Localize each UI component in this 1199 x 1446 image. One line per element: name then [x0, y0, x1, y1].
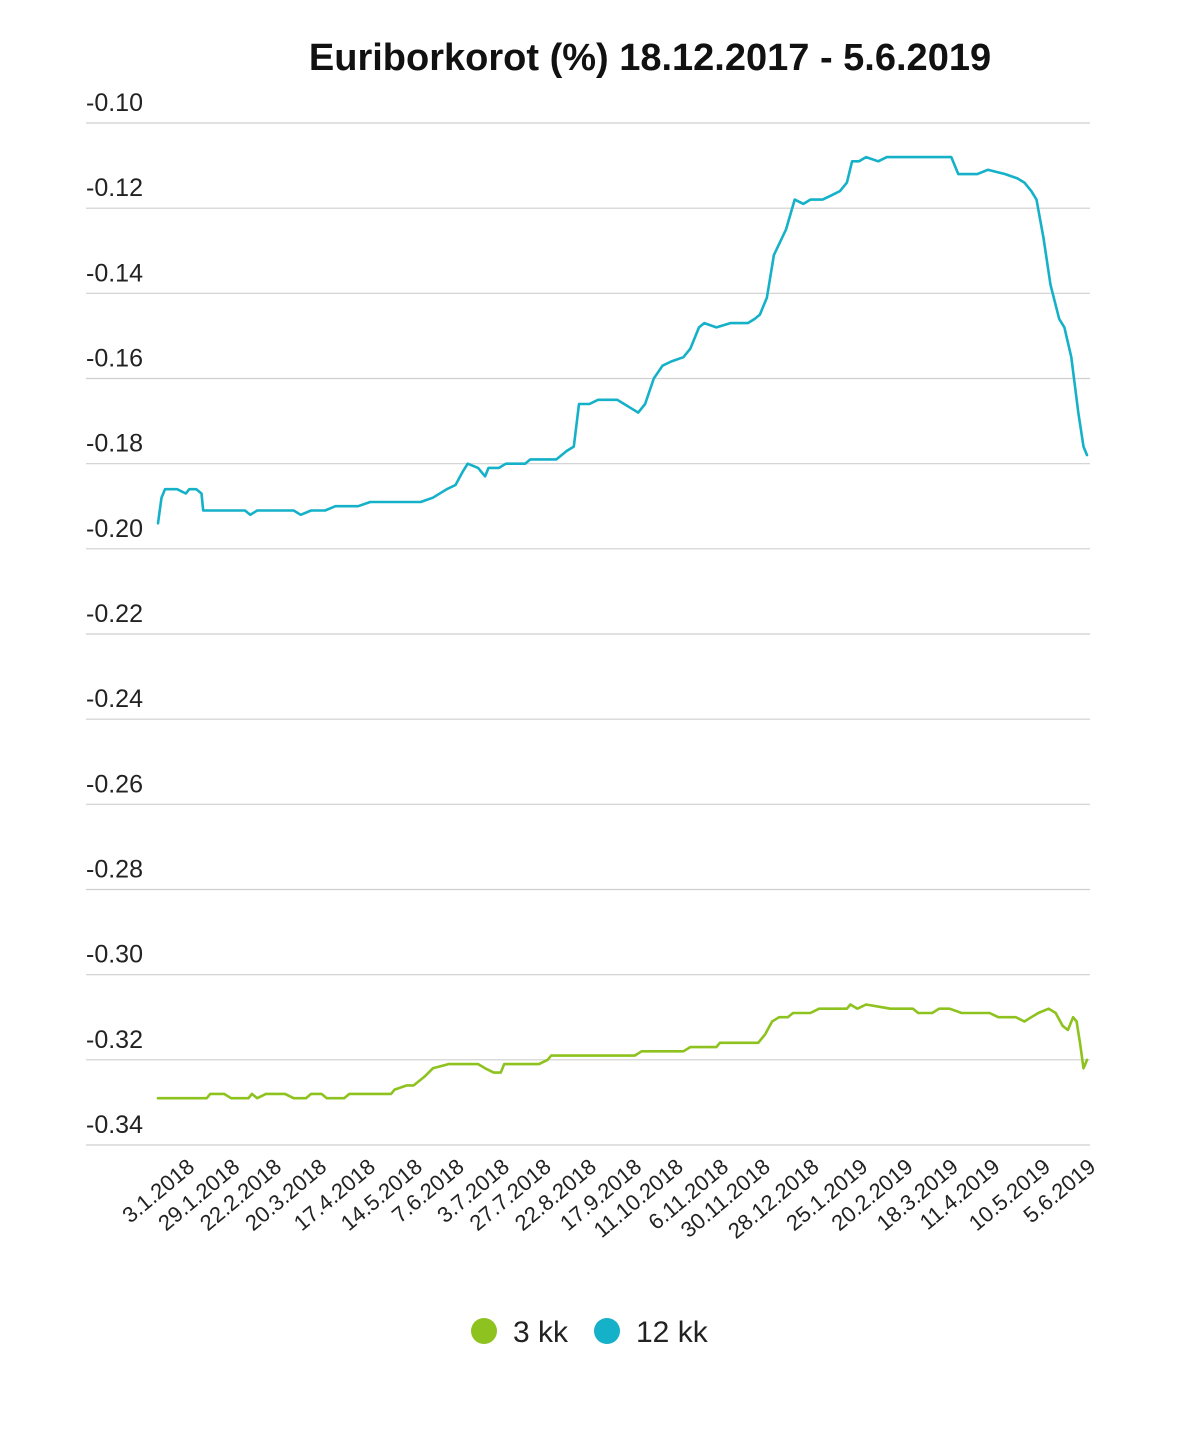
y-tick-label: -0.32 [86, 1026, 143, 1054]
y-tick-label: -0.10 [86, 89, 143, 117]
y-tick-label: -0.24 [86, 685, 143, 713]
chart-title: Euriborkorot (%) 18.12.2017 - 5.6.2019 [309, 37, 991, 79]
series-lines [156, 155, 1089, 1100]
legend: 3 kk 12 kk [471, 1316, 709, 1349]
legend-label: 12 kk [636, 1316, 709, 1349]
x-axis-tick-labels: 3.1.201829.1.201822.2.201820.3.201817.4.… [117, 1154, 1100, 1244]
y-tick-label: -0.26 [86, 770, 143, 798]
series-line-3kk [156, 1003, 1089, 1100]
y-tick-label: -0.18 [86, 430, 143, 458]
y-tick-label: -0.12 [86, 174, 143, 202]
y-tick-label: -0.28 [86, 856, 143, 884]
y-tick-label: -0.14 [86, 259, 143, 287]
legend-label: 3 kk [513, 1316, 569, 1349]
y-tick-label: -0.20 [86, 515, 143, 543]
y-tick-label: -0.34 [86, 1111, 143, 1139]
y-tick-label: -0.22 [86, 600, 143, 628]
y-tick-label: -0.16 [86, 345, 143, 373]
series-line-12kk [156, 155, 1089, 525]
y-tick-label: -0.30 [86, 941, 143, 969]
y-axis-tick-labels: -0.10 -0.12 -0.14 -0.16 -0.18 -0.20 -0.22 -0.24… [86, 89, 143, 1139]
gridlines [86, 122, 1090, 1146]
legend-marker [471, 1318, 497, 1344]
legend-marker [594, 1318, 620, 1344]
